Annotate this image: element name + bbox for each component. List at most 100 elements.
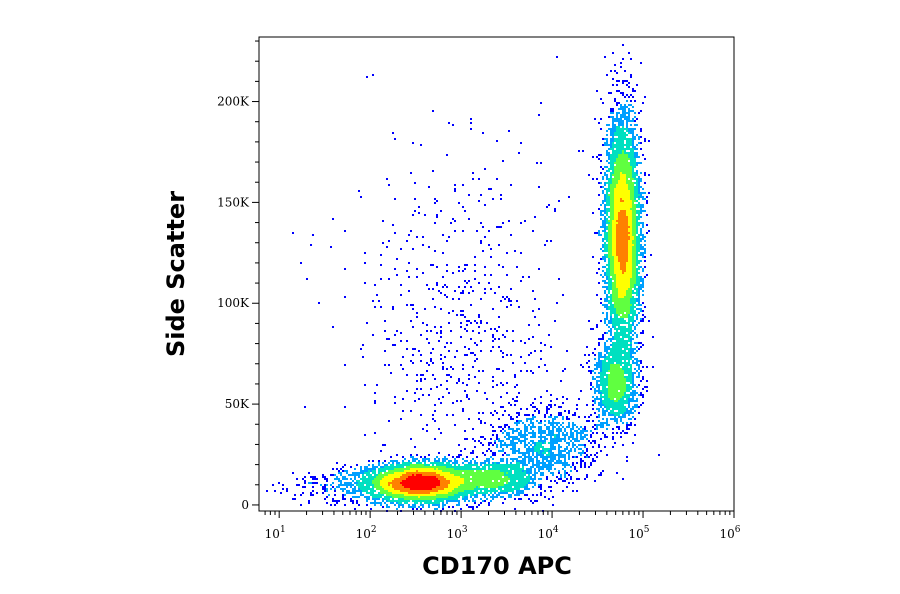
data-point — [500, 482, 502, 484]
data-point — [620, 334, 622, 336]
data-point — [524, 494, 526, 496]
data-point — [352, 480, 354, 482]
data-point — [448, 496, 450, 498]
data-point — [502, 444, 504, 446]
data-point — [594, 402, 596, 404]
data-point — [512, 466, 514, 468]
data-point — [610, 262, 612, 264]
data-point — [478, 440, 480, 442]
data-point — [552, 418, 554, 420]
data-point — [476, 468, 478, 470]
data-point — [636, 242, 638, 244]
data-point — [602, 426, 604, 428]
data-point — [622, 184, 624, 186]
data-point — [614, 372, 616, 374]
data-point — [622, 172, 624, 174]
data-point — [524, 462, 526, 464]
data-point — [624, 206, 626, 208]
data-point — [626, 266, 628, 268]
data-point — [622, 334, 624, 336]
data-point — [608, 204, 610, 206]
data-point — [428, 484, 430, 486]
data-point — [424, 456, 426, 458]
data-point — [638, 374, 640, 376]
data-point — [604, 212, 606, 214]
data-point — [608, 354, 610, 356]
data-point — [420, 480, 422, 482]
data-point — [526, 470, 528, 472]
data-point — [618, 300, 620, 302]
data-point — [618, 370, 620, 372]
data-point — [608, 248, 610, 250]
data-point — [612, 436, 614, 438]
data-point — [528, 432, 530, 434]
data-point — [378, 464, 380, 466]
data-point — [388, 492, 390, 494]
data-point — [618, 384, 620, 386]
data-point — [622, 208, 624, 210]
data-point — [646, 214, 648, 216]
data-point — [630, 320, 632, 322]
data-point — [630, 354, 632, 356]
data-point — [610, 270, 612, 272]
data-point — [418, 490, 420, 492]
data-point — [612, 228, 614, 230]
data-point — [618, 368, 620, 370]
data-point — [618, 382, 620, 384]
data-point — [616, 154, 618, 156]
data-point — [372, 492, 374, 494]
data-point — [628, 290, 630, 292]
data-point — [454, 490, 456, 492]
data-point — [384, 486, 386, 488]
data-point — [534, 476, 536, 478]
data-point — [428, 506, 430, 508]
data-point — [428, 498, 430, 500]
data-point — [366, 468, 368, 470]
data-point — [642, 396, 644, 398]
data-point — [590, 414, 592, 416]
data-point — [510, 462, 512, 464]
data-point — [400, 472, 402, 474]
data-point — [618, 240, 620, 242]
data-point — [618, 162, 620, 164]
data-point — [420, 464, 422, 466]
data-point — [392, 496, 394, 498]
data-point — [426, 494, 428, 496]
data-point — [458, 466, 460, 468]
data-point — [488, 482, 490, 484]
data-point — [612, 242, 614, 244]
data-point — [612, 342, 614, 344]
data-point — [598, 366, 600, 368]
data-point — [476, 496, 478, 498]
data-point — [388, 498, 390, 500]
data-point — [618, 394, 620, 396]
data-point — [638, 266, 640, 268]
data-point — [612, 370, 614, 372]
data-point — [634, 192, 636, 194]
data-point — [628, 244, 630, 246]
data-point — [436, 482, 438, 484]
data-point — [428, 476, 430, 478]
data-point — [448, 498, 450, 500]
data-point — [624, 298, 626, 300]
data-point — [614, 146, 616, 148]
data-point — [626, 408, 628, 410]
data-point — [396, 488, 398, 490]
data-point — [628, 202, 630, 204]
data-point — [630, 132, 632, 134]
data-point — [622, 346, 624, 348]
data-point — [628, 238, 630, 240]
data-point — [542, 474, 544, 476]
data-point — [570, 476, 572, 478]
data-point — [620, 248, 622, 250]
data-point — [616, 132, 618, 134]
data-point — [618, 266, 620, 268]
data-point — [608, 390, 610, 392]
data-point — [394, 476, 396, 478]
data-point — [604, 434, 606, 436]
data-point — [634, 362, 636, 364]
data-point — [640, 244, 642, 246]
data-point — [626, 274, 628, 276]
data-point — [510, 476, 512, 478]
data-point — [440, 462, 442, 464]
